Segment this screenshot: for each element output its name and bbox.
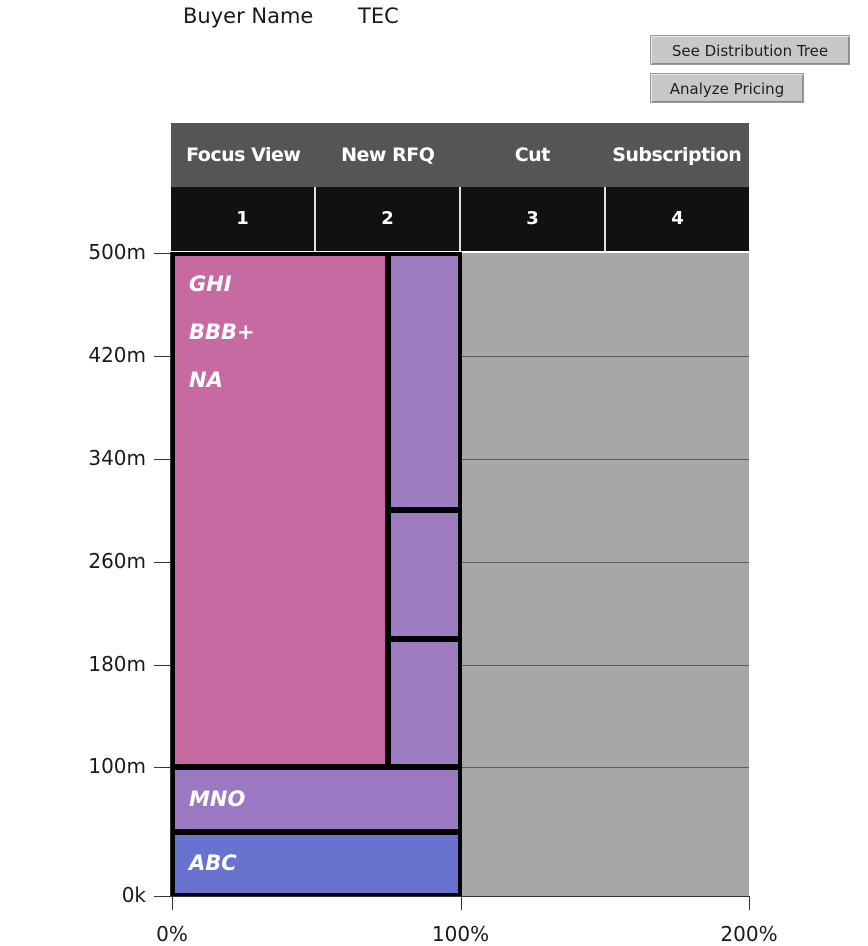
- column-header-new-rfq[interactable]: New RFQ: [341, 144, 435, 166]
- x-tick-label: 0%: [156, 922, 188, 946]
- y-tick-label: 100m: [88, 754, 146, 779]
- x-tick-label: 100%: [431, 922, 490, 946]
- y-tick-mark: [154, 896, 170, 897]
- chart-segment[interactable]: [387, 252, 462, 512]
- column-header-names: Focus View New RFQ Cut Subscription: [171, 123, 749, 187]
- y-tick-label: 180m: [88, 651, 146, 676]
- y-tick-label: 500m: [88, 240, 146, 264]
- chart-segment[interactable]: MNO: [171, 766, 462, 833]
- chart-segment[interactable]: [387, 637, 462, 769]
- column-header-subscription[interactable]: Subscription: [612, 144, 742, 166]
- y-tick-label: 340m: [88, 445, 146, 470]
- y-axis: [170, 252, 171, 897]
- buyer-name-value: TEC: [358, 4, 399, 28]
- segment-label: NA: [189, 368, 223, 392]
- analyze-pricing-button[interactable]: Analyze Pricing: [650, 73, 804, 103]
- segment-label: GHI: [189, 272, 232, 296]
- column-number-2[interactable]: 2: [314, 187, 459, 251]
- segment-label: ABC: [189, 850, 237, 875]
- y-tick-mark: [154, 459, 170, 460]
- y-tick-mark: [154, 562, 170, 563]
- x-tick-mark: [172, 896, 173, 910]
- buyer-name-label: Buyer Name: [183, 4, 314, 28]
- y-tick-mark: [154, 356, 170, 357]
- column-header-focus-view[interactable]: Focus View: [186, 144, 301, 166]
- y-tick-mark: [154, 665, 170, 666]
- chart-segment[interactable]: [387, 509, 462, 640]
- gridline: [460, 356, 749, 357]
- x-tick-label: 200%: [720, 922, 778, 946]
- y-tick-mark: [154, 767, 170, 768]
- column-header-numbers: 1 2 3 4: [171, 187, 749, 251]
- gridline: [460, 767, 749, 768]
- column-header-cut[interactable]: Cut: [514, 144, 551, 166]
- segment-label: BBB+: [189, 320, 255, 344]
- gridline: [460, 459, 749, 460]
- see-distribution-tree-button[interactable]: See Distribution Tree: [650, 35, 850, 65]
- x-tick-mark: [749, 896, 750, 910]
- gridline: [460, 665, 749, 666]
- segment-label: MNO: [189, 786, 246, 811]
- y-tick-label: 420m: [88, 342, 146, 367]
- column-number-3[interactable]: 3: [459, 187, 604, 251]
- y-tick-label: 0k: [121, 883, 146, 907]
- y-tick-mark: [154, 253, 170, 254]
- chart-segment[interactable]: ABC: [171, 830, 462, 897]
- column-number-4[interactable]: 4: [604, 187, 749, 251]
- gridline: [460, 562, 749, 563]
- x-tick-mark: [461, 896, 462, 910]
- chart-segment[interactable]: GHI BBB+ NA: [171, 252, 390, 769]
- x-axis: [170, 896, 750, 897]
- y-tick-label: 260m: [88, 548, 146, 573]
- column-number-1[interactable]: 1: [236, 208, 249, 229]
